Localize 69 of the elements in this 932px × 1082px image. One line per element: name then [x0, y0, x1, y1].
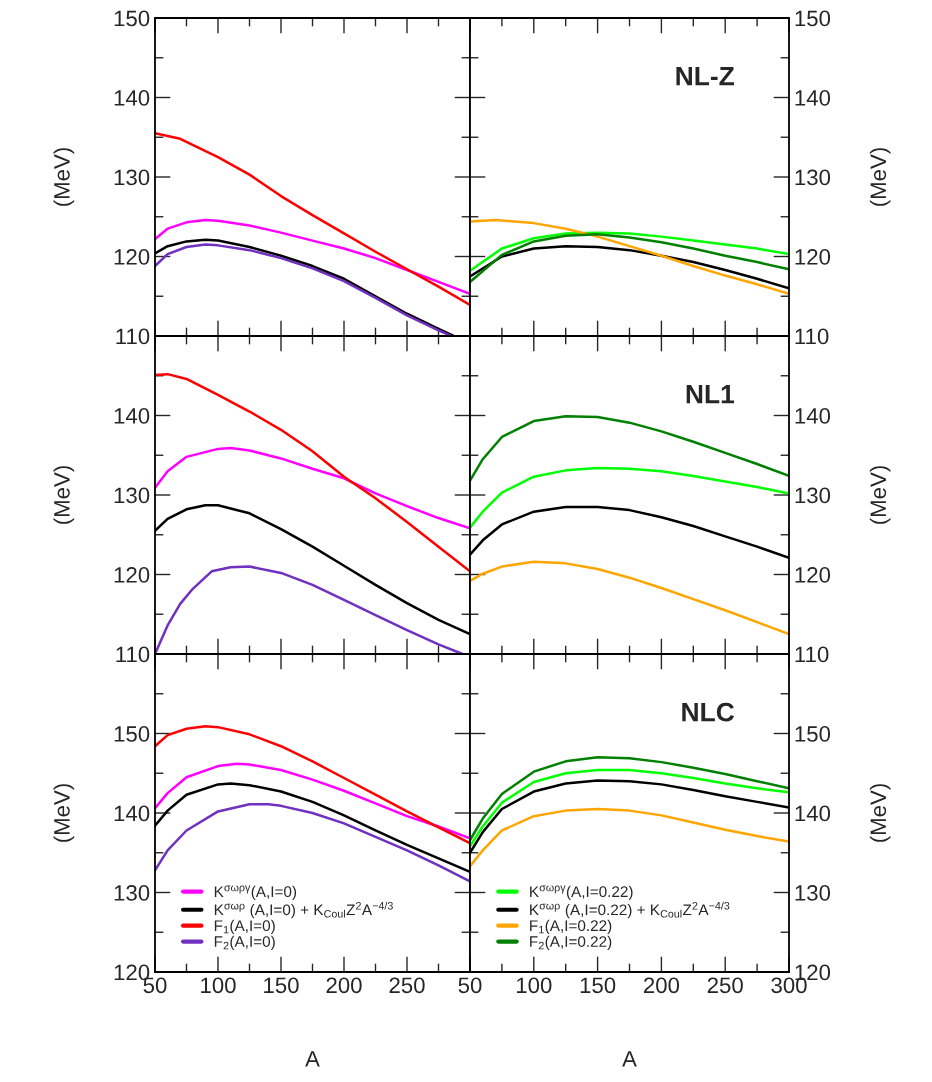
- y-tick-label: 130: [795, 169, 831, 186]
- y-tick-label: 140: [114, 408, 150, 424]
- line-series: [155, 372, 470, 573]
- x-tick-label: 150: [264, 977, 299, 994]
- legend-label: K$^{σωργ}$(A,I=0): [214, 885, 297, 901]
- x-axis-title: A: [622, 1051, 637, 1067]
- line-series: [470, 807, 789, 868]
- x-tick-label: 100: [516, 977, 552, 994]
- y-tick-label: 130: [795, 885, 831, 901]
- y-axis-title: (MeV): [869, 784, 891, 842]
- y-tick-label: 140: [114, 805, 150, 822]
- y-tick-label: 130: [114, 487, 150, 504]
- y-tick-label: 130: [114, 169, 150, 186]
- y-axis-title: (MeV): [869, 466, 891, 524]
- line-series: [470, 756, 789, 842]
- line-series: [470, 415, 789, 482]
- y-tick-label: 130: [114, 885, 150, 901]
- y-tick-label: 150: [114, 10, 150, 27]
- line-series: [470, 466, 789, 529]
- y-tick-label: 120: [114, 249, 150, 265]
- x-tick-label: 50: [458, 977, 482, 994]
- y-axis-title: (MeV): [869, 148, 891, 206]
- x-tick-label: 200: [643, 977, 680, 994]
- x-tick-label: 250: [707, 977, 743, 994]
- y-tick-label: 110: [116, 646, 150, 663]
- y-tick-label: 110: [116, 328, 150, 345]
- line-series: [470, 231, 789, 273]
- x-tick-label: 150: [580, 977, 616, 994]
- y-tick-label: 140: [114, 90, 150, 106]
- legend-label: F$_{1}$(A,I=0): [214, 919, 275, 935]
- y-tick-label: 140: [795, 408, 831, 424]
- annotation: NL-Z: [676, 67, 735, 86]
- legend-label: K$^{σωργ}$(A,I=0.22): [530, 885, 633, 901]
- line-series: [155, 218, 470, 296]
- y-axis-title: (MeV): [53, 784, 75, 842]
- line-series: [155, 762, 470, 840]
- legend-label: K$^{σωρ}$ (A,I=0) + K$_{Coul}$Z$^{2}$A$^{−4/3}$: [214, 901, 393, 919]
- line-series: [470, 560, 789, 636]
- legend-label: F$_{2}$(A,I=0.22): [530, 935, 612, 950]
- x-axis-title: A: [305, 1051, 320, 1067]
- y-tick-label: 120: [114, 567, 150, 583]
- y-tick-label: 150: [795, 726, 831, 742]
- y-tick-label: 130: [795, 487, 831, 504]
- legend-label: K$^{σωρ}$ (A,I=0.22) + K$_{Coul}$Z$^{2}$A$^{−4/3}$: [530, 901, 730, 919]
- annotation: NL1: [686, 385, 735, 404]
- y-axis-title: (MeV): [53, 466, 75, 524]
- y-tick-label: 150: [795, 10, 831, 27]
- y-tick-label: 140: [795, 90, 831, 106]
- y-tick-label: 120: [795, 567, 831, 583]
- y-tick-label: 150: [114, 726, 150, 742]
- y-tick-label: 120: [795, 249, 831, 265]
- line-series: [155, 132, 470, 307]
- line-series: [470, 218, 789, 296]
- y-tick-label: 140: [795, 805, 831, 822]
- legend-label: F$_{1}$(A,I=0.22): [530, 919, 612, 935]
- line-series: [470, 232, 789, 284]
- x-tick-label: 200: [326, 977, 362, 994]
- line-series: [155, 725, 470, 845]
- line-series: [470, 768, 789, 848]
- y-axis-title: (MeV): [53, 148, 75, 206]
- annotation: NLC: [682, 702, 735, 722]
- y-tick-label: 110: [795, 328, 829, 345]
- legend-label: F$_{2}$(A,I=0): [214, 935, 275, 950]
- y-tick-label: 110: [795, 646, 829, 663]
- line-series: [155, 565, 464, 654]
- line-series: [155, 446, 470, 530]
- x-tick-label: 250: [389, 977, 425, 994]
- line-series: [155, 803, 470, 883]
- x-tick-label: 100: [201, 977, 236, 994]
